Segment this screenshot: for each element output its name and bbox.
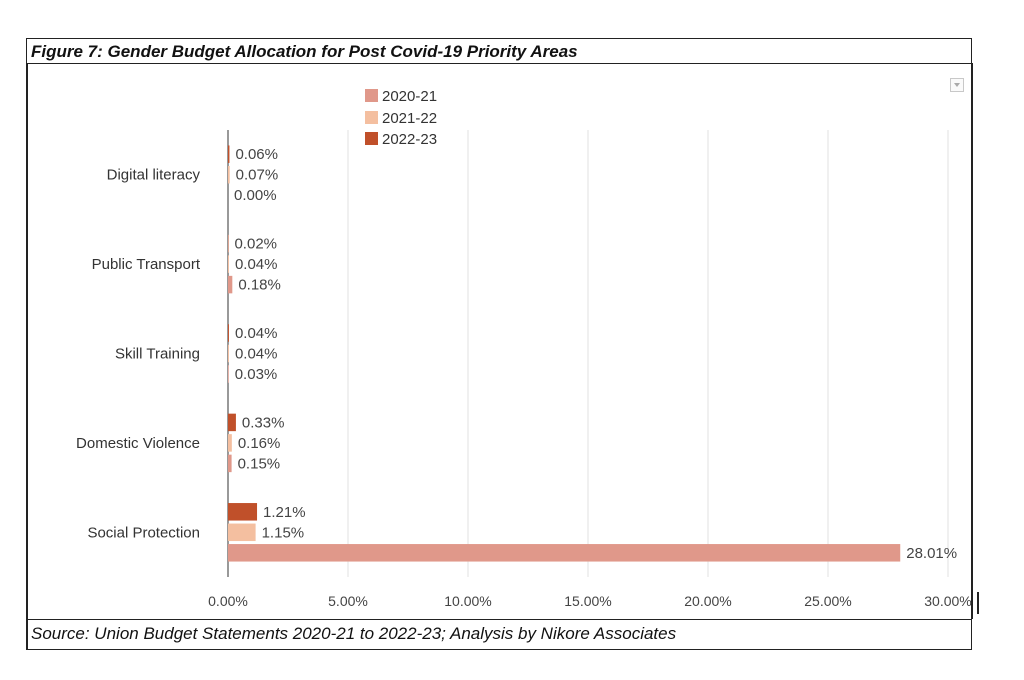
data-label: 0.07% [236, 167, 279, 184]
data-labels: 0.06% 0.07% 0.00% 0.02% 0.04% 0.18% 0.04% 0.04%… [234, 146, 957, 562]
x-tick-label: 20.00% [684, 593, 731, 609]
x-tick-label: 15.00% [564, 593, 611, 609]
data-label: 0.06% [235, 146, 278, 163]
x-tick-label: 0.00% [208, 593, 248, 609]
data-label: 1.15% [262, 524, 305, 541]
bar [228, 255, 229, 273]
category-label: Social Protection [87, 524, 200, 541]
bar [228, 145, 230, 163]
bar [228, 523, 256, 542]
legend-label: 2020-21 [382, 88, 437, 105]
x-tick-labels: 0.00% 5.00% 10.00% 15.00% 20.00% 25.00% 30.00% [208, 593, 972, 609]
legend: 2020-21 2021-22 2022-23 [365, 88, 437, 148]
category-label: Skill Training [115, 346, 200, 363]
x-tick-label: 25.00% [804, 593, 851, 609]
axis-end-marker [977, 592, 979, 614]
bar [228, 344, 229, 363]
category-labels: Digital literacy Public Transport Skill Tr… [76, 167, 201, 542]
frame-right-border [971, 63, 973, 619]
data-label: 0.18% [238, 277, 281, 294]
data-label: 0.15% [238, 455, 281, 472]
chart-menu-button[interactable] [950, 78, 964, 92]
legend-swatch [365, 132, 378, 145]
legend-label: 2022-23 [382, 131, 437, 148]
x-tick-label: 10.00% [444, 593, 491, 609]
figure-source: Source: Union Budget Statements 2020-21 … [26, 619, 972, 650]
data-label: 0.02% [234, 236, 277, 253]
bar [228, 434, 232, 452]
data-label: 28.01% [906, 545, 957, 562]
x-tick-label: 5.00% [328, 593, 368, 609]
bar [228, 324, 229, 342]
data-label: 0.03% [235, 366, 278, 383]
bar [228, 454, 232, 473]
category-label: Public Transport [92, 256, 201, 273]
legend-swatch [365, 111, 378, 124]
data-label: 1.21% [263, 504, 306, 521]
category-label: Digital literacy [107, 167, 201, 184]
data-label: 0.04% [235, 325, 278, 342]
x-tick-label: 30.00% [924, 593, 971, 609]
legend-swatch [365, 89, 378, 102]
data-label: 0.16% [238, 435, 281, 452]
figure-title: Figure 7: Gender Budget Allocation for P… [26, 38, 972, 64]
frame-left-border [26, 63, 28, 650]
bar [228, 503, 258, 521]
bars [228, 145, 901, 562]
bar [228, 365, 229, 383]
data-label: 0.04% [235, 256, 278, 273]
bar [228, 165, 230, 184]
legend-label: 2021-22 [382, 110, 437, 127]
category-label: Domestic Violence [76, 435, 200, 452]
bar [228, 544, 901, 562]
bar [228, 275, 233, 294]
bar [228, 413, 236, 432]
data-label: 0.04% [235, 346, 278, 363]
data-label: 0.00% [234, 187, 277, 204]
data-label: 0.33% [242, 414, 285, 431]
gridlines [227, 130, 949, 577]
